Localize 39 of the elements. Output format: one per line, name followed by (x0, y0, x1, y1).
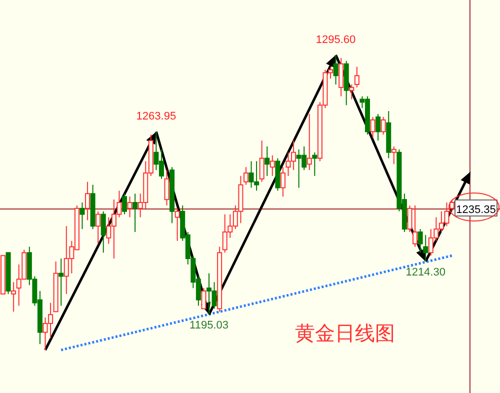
annotation: 1263.95 (136, 110, 176, 123)
candlestick (11, 282, 16, 312)
candlestick (428, 228, 434, 256)
candlestick (85, 181, 90, 221)
candlestick (450, 199, 454, 212)
candlestick (42, 317, 48, 350)
candlestick (438, 210, 444, 232)
candlestick (423, 234, 428, 262)
candlestick (58, 258, 64, 306)
candlestick (158, 148, 164, 180)
candlestick (106, 216, 112, 244)
candlestick (444, 202, 450, 227)
candlestick (32, 276, 38, 306)
price-tag: 1235.35 (454, 200, 498, 216)
candlestick (434, 216, 439, 242)
candlestick (190, 255, 196, 289)
candlestick (138, 193, 143, 218)
candlestick (185, 232, 190, 265)
candlestick (174, 208, 180, 242)
title: 黄金日线图 (295, 323, 395, 345)
candlestick (196, 276, 201, 306)
annotation: 1195.03 (190, 320, 228, 332)
candlestick (122, 193, 127, 215)
candlestick (80, 202, 85, 230)
candlestick (69, 240, 74, 274)
candlestick (154, 131, 159, 171)
annotation: 1235.35 (456, 204, 496, 216)
annotation: 1295.60 (316, 34, 356, 46)
candlestick (64, 226, 69, 294)
candlestick (48, 302, 54, 339)
candlestick (100, 210, 106, 254)
candlestick (164, 170, 170, 206)
candlestick (127, 196, 132, 218)
candlestick (111, 199, 116, 260)
candlestick (16, 264, 22, 306)
candlestick (132, 193, 138, 232)
annotation: 1214.30 (406, 266, 446, 278)
candlestick (116, 190, 122, 218)
candlestick (96, 210, 101, 244)
